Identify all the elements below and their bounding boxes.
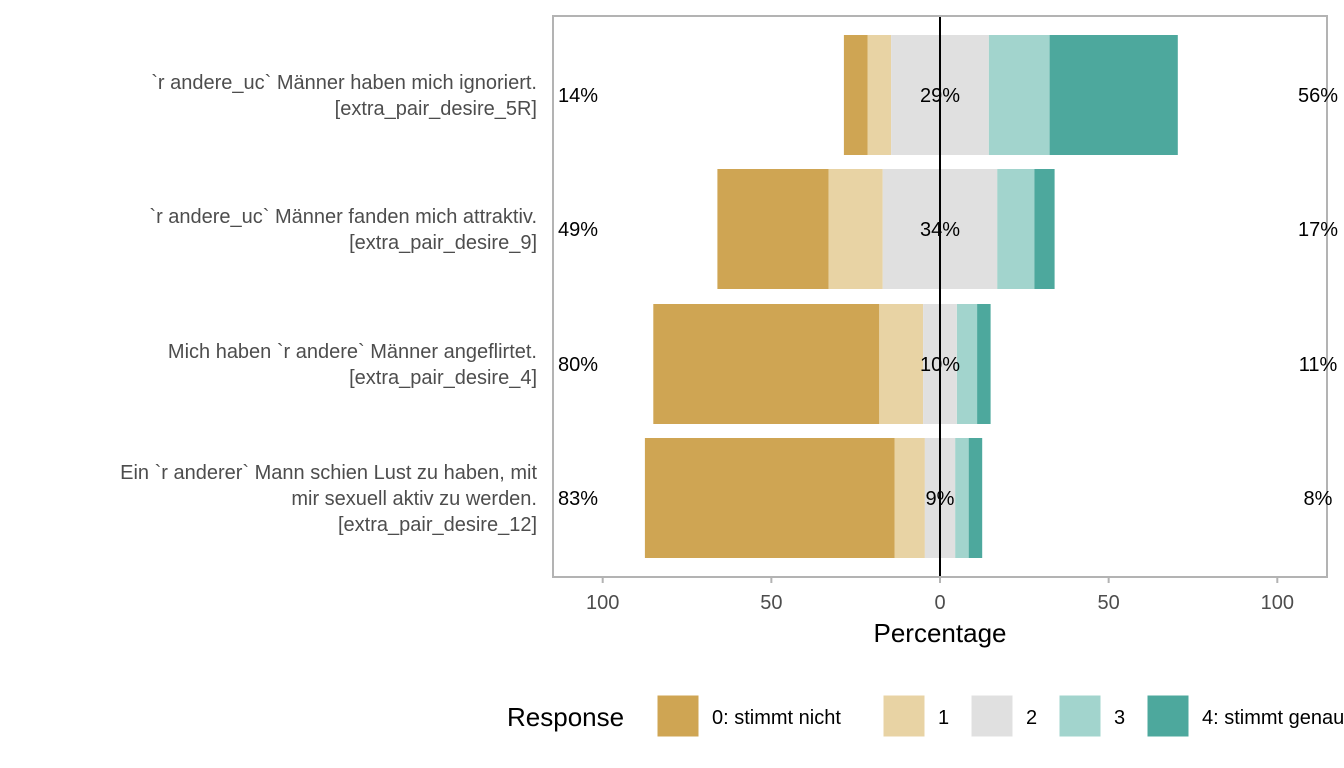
x-tick-label: 50 (760, 592, 782, 614)
bar-segment-3-0 (644, 438, 895, 558)
y-axis-labels: `r andere_uc` Männer haben mich ignorier… (120, 72, 537, 536)
left-pct-label: 14% (558, 85, 598, 107)
right-pct-label: 11% (1299, 354, 1338, 376)
right-pct-label: 56% (1298, 85, 1338, 107)
bars-layer (644, 35, 1178, 558)
legend-label: 0: stimmt nicht (712, 707, 841, 729)
category-label: Ein `r anderer` Mann schien Lust zu habe… (120, 462, 537, 536)
category-label-line: `r andere_uc` Männer fanden mich attrakt… (149, 206, 537, 228)
legend-label: 4: stimmt genau (1202, 707, 1344, 729)
category-label: Mich haben `r andere` Männer angeflirtet… (168, 341, 537, 389)
right-pct-label: 17% (1298, 219, 1338, 241)
x-tick-label: 0 (934, 592, 945, 614)
x-tick-label: 100 (586, 592, 619, 614)
right-pct-label: 8% (1304, 488, 1333, 510)
bar-segment-2-3 (956, 304, 978, 424)
center-pct-label: 9% (926, 488, 955, 510)
center-pct-label: 10% (920, 354, 960, 376)
bar-segment-0-3 (988, 35, 1050, 155)
x-tick-label: 100 (1261, 592, 1294, 614)
legend-key (882, 694, 926, 738)
category-label: `r andere_uc` Männer fanden mich attrakt… (149, 206, 537, 254)
left-pct-label: 49% (558, 219, 598, 241)
left-pct-label: 83% (558, 488, 598, 510)
legend-key (1058, 694, 1102, 738)
bar-segment-3-4 (968, 438, 983, 558)
legend: Response 0: stimmt nicht 1 2 3 4: stimmt gen… (507, 694, 1344, 738)
bar-segment-2-4 (977, 304, 991, 424)
category-label: `r andere_uc` Männer haben mich ignorier… (151, 72, 537, 120)
legend-label: 3 (1114, 707, 1125, 729)
bar-segment-1-0 (717, 169, 829, 289)
bar-segment-1-3 (997, 169, 1035, 289)
category-label-line: Mich haben `r andere` Männer angeflirtet… (168, 341, 537, 363)
x-axis-ticks: 100 50 0 50 100 (586, 577, 1294, 614)
labels-layer: 14% 29% 56% 49% 34% 17% 80% 10% 11% 83% 9% 8% (558, 85, 1338, 510)
bar-segment-3-3 (955, 438, 969, 558)
bar-segment-0-1 (867, 35, 892, 155)
bar-segment-1-4 (1034, 169, 1055, 289)
legend-label: 2 (1026, 707, 1037, 729)
category-label-line: [extra_pair_desire_4] (349, 367, 537, 389)
x-tick-label: 50 (1098, 592, 1120, 614)
legend-key (1146, 694, 1190, 738)
bar-segment-2-0 (653, 304, 880, 424)
category-label-line: `r andere_uc` Männer haben mich ignorier… (151, 72, 537, 94)
category-label-line: mir sexuell aktiv zu werden. (291, 488, 537, 510)
category-label-line: Ein `r anderer` Mann schien Lust zu habe… (120, 462, 537, 484)
bar-segment-0-0 (843, 35, 868, 155)
x-axis-title: Percentage (874, 618, 1007, 648)
bar-segment-0-4 (1049, 35, 1178, 155)
bar-segment-2-1 (879, 304, 924, 424)
bar-segment-1-1 (828, 169, 883, 289)
legend-key (656, 694, 700, 738)
legend-label: 1 (938, 707, 949, 729)
legend-key (970, 694, 1014, 738)
center-pct-label: 29% (920, 85, 960, 107)
bar-segment-3-1 (894, 438, 925, 558)
left-pct-label: 80% (558, 354, 598, 376)
category-label-line: [extra_pair_desire_5R] (335, 98, 537, 120)
category-label-line: [extra_pair_desire_12] (338, 514, 537, 536)
category-label-line: [extra_pair_desire_9] (349, 232, 537, 254)
legend-title: Response (507, 702, 624, 732)
center-pct-label: 34% (920, 219, 960, 241)
